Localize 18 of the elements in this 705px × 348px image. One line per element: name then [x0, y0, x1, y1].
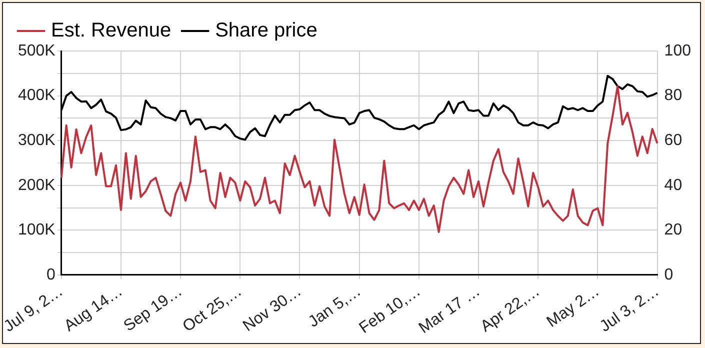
y2-tick-label: 0 — [664, 266, 674, 284]
y-tick-label: 400K — [18, 87, 56, 104]
x-tick-label: Nov 30… — [240, 282, 305, 335]
x-tick-label: Apr 22,… — [478, 282, 543, 336]
y2-tick-label: 20 — [664, 222, 682, 239]
y2-tick-label: 80 — [664, 87, 682, 104]
y-tick-label: 300K — [18, 132, 56, 149]
legend-label: Est. Revenue — [51, 20, 172, 42]
x-tick-label: Jul 3, 2… — [597, 282, 662, 336]
y-tick-label: 500K — [18, 42, 56, 60]
y2-tick-label: 100 — [664, 42, 692, 60]
y-tick-label: 100K — [18, 222, 56, 239]
y2-tick-label: 40 — [664, 176, 682, 194]
y-tick-label: 0 — [46, 266, 56, 284]
x-tick-label: Jul 9, 2… — [1, 282, 66, 336]
y-tick-label: 200K — [18, 176, 56, 194]
legend-label: Share price — [215, 20, 318, 42]
y2-tick-label: 60 — [664, 132, 682, 149]
